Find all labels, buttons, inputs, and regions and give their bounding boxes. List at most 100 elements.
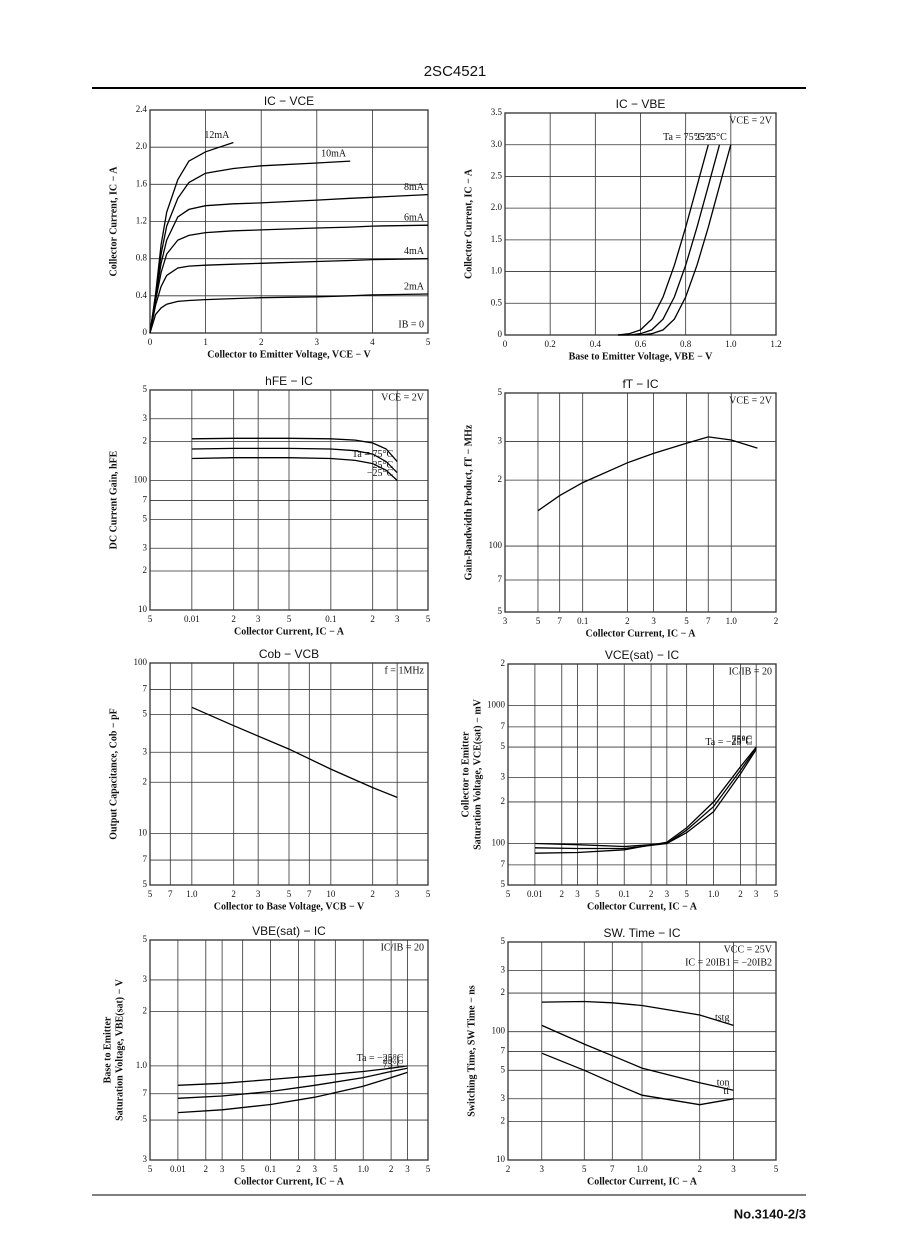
page-footer: No.3140-2/3 xyxy=(734,1206,806,1221)
y-tick-label: 2.5 xyxy=(491,170,503,180)
y-tick-label: 5 xyxy=(143,934,148,944)
x-tick-label: 0.1 xyxy=(619,889,630,899)
y-tick-label: 1.5 xyxy=(491,234,503,244)
x-tick-label: 3 xyxy=(256,889,261,899)
curve xyxy=(191,457,398,481)
chart-title: IC − VCE xyxy=(264,94,314,108)
y-axis-label: Base to Emitter xyxy=(102,1016,113,1083)
x-tick-label: 5 xyxy=(426,337,431,347)
curve xyxy=(177,1065,408,1086)
y-tick-label: 2 xyxy=(501,658,506,668)
plot-frame xyxy=(504,392,777,613)
curve xyxy=(541,1024,734,1091)
curve xyxy=(617,144,732,336)
x-tick-label: 3 xyxy=(395,614,400,624)
series-label: 2mA xyxy=(404,281,425,292)
y-tick-label: 1.0 xyxy=(491,266,503,276)
x-tick-label: 0.2 xyxy=(545,339,556,349)
y-tick-label: 3 xyxy=(143,542,148,552)
x-tick-label: 5 xyxy=(684,889,689,899)
x-tick-label: 1.0 xyxy=(708,889,720,899)
series-label: ton xyxy=(717,1077,730,1088)
curve xyxy=(191,447,398,474)
y-tick-label: 100 xyxy=(134,475,148,485)
x-tick-label: 2 xyxy=(649,889,654,899)
y-tick-label: 100 xyxy=(134,657,148,667)
x-tick-label: 2 xyxy=(774,616,779,626)
x-tick-label: 0.8 xyxy=(680,339,692,349)
y-tick-label: 3.0 xyxy=(491,139,503,149)
x-tick-label: 5 xyxy=(333,1164,338,1174)
y-tick-label: 2.4 xyxy=(136,104,148,114)
x-tick-label: 2 xyxy=(370,614,375,624)
series-label: Ta = −25°C xyxy=(357,1053,404,1064)
x-tick-label: 3 xyxy=(651,616,656,626)
y-tick-label: 2.0 xyxy=(491,202,503,212)
y-tick-label: 1.6 xyxy=(136,178,148,188)
y-axis-label: Collector Current, IC − A xyxy=(108,166,119,277)
series-label: Ta = 75°C xyxy=(663,132,704,143)
y-tick-label: 3 xyxy=(143,1154,148,1164)
page-header: 2SC4521 xyxy=(424,63,487,80)
y-axis-label: DC Current Gain, hFE xyxy=(108,450,119,549)
x-tick-label: 5 xyxy=(506,889,511,899)
x-tick-label: 0 xyxy=(148,337,153,347)
y-tick-label: 0 xyxy=(143,327,148,337)
x-axis-label: Collector Current, IC − A xyxy=(587,901,698,912)
y-tick-label: 5 xyxy=(498,387,503,397)
chart-title: IC − VBE xyxy=(616,97,666,111)
curve xyxy=(149,258,429,334)
series-label: 75°C xyxy=(732,734,753,745)
curve xyxy=(191,706,398,799)
x-tick-label: 1.0 xyxy=(636,1164,648,1174)
chart-title: fT − IC xyxy=(622,377,658,391)
x-tick-label: 5 xyxy=(148,614,153,624)
y-tick-label: 100 xyxy=(489,540,503,550)
y-tick-label: 100 xyxy=(492,838,506,848)
series-label: −25°C xyxy=(701,132,728,143)
curve xyxy=(537,436,758,512)
chart-title: VCE(sat) − IC xyxy=(605,648,680,662)
y-tick-label: 2 xyxy=(143,1006,148,1016)
y-tick-label: 5 xyxy=(501,936,506,946)
y-tick-label: 3 xyxy=(498,436,503,446)
y-tick-label: 5 xyxy=(498,606,503,616)
x-tick-label: 1.0 xyxy=(726,616,738,626)
curve xyxy=(149,160,351,334)
x-tick-label: 1.0 xyxy=(186,889,198,899)
curve xyxy=(149,193,429,334)
annotation: IC/IB = 20 xyxy=(381,942,424,953)
x-tick-label: 10 xyxy=(326,889,336,899)
annotation: IC = 20IB1 = −20IB2 xyxy=(685,957,772,968)
y-tick-label: 2 xyxy=(501,796,506,806)
curve xyxy=(541,1052,734,1106)
x-tick-label: 2 xyxy=(506,1164,511,1174)
y-tick-label: 5 xyxy=(143,1114,148,1124)
x-tick-label: 7 xyxy=(307,889,312,899)
y-tick-label: 7 xyxy=(143,1088,148,1098)
curve xyxy=(149,141,234,334)
series-label: tstg xyxy=(715,1013,729,1024)
y-axis-label: Collector to Emitter xyxy=(460,731,471,817)
annotation: VCC = 25V xyxy=(724,944,773,955)
y-tick-label: 1.0 xyxy=(136,1060,148,1070)
x-tick-label: 5 xyxy=(774,1164,779,1174)
x-tick-label: 0 xyxy=(503,339,508,349)
plot-frame xyxy=(507,663,777,886)
y-tick-label: 7 xyxy=(498,574,503,584)
x-tick-label: 3 xyxy=(503,616,508,626)
x-tick-label: 2 xyxy=(231,889,236,899)
y-tick-label: 7 xyxy=(501,721,506,731)
x-tick-label: 5 xyxy=(287,614,292,624)
x-tick-label: 3 xyxy=(315,337,320,347)
y-tick-label: 3 xyxy=(143,413,148,423)
x-tick-label: 2 xyxy=(697,1164,702,1174)
series-label: 4mA xyxy=(404,246,425,257)
annotation: VCE = 2V xyxy=(729,115,773,126)
y-tick-label: 0.5 xyxy=(491,297,503,307)
y-axis-label: Gain-Bandwidth Product, fT − MHz xyxy=(463,424,474,580)
x-tick-label: 3 xyxy=(405,1164,410,1174)
annotation: VCE = 2V xyxy=(729,395,773,406)
y-tick-label: 100 xyxy=(492,1026,506,1036)
y-tick-label: 5 xyxy=(143,879,148,889)
